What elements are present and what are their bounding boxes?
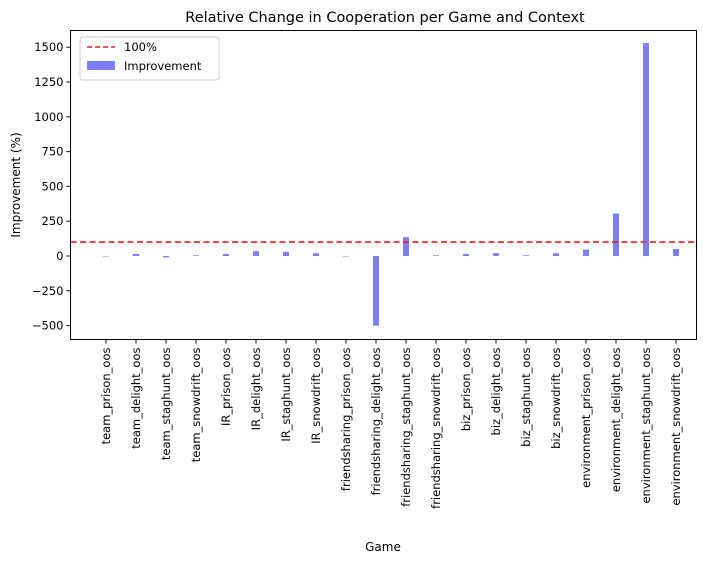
y-tick-label: 1250 <box>34 75 63 89</box>
y-tick-label: 1500 <box>34 40 63 54</box>
x-tick-label-biz_snowdrift_oos: biz_snowdrift_oos <box>549 348 563 449</box>
x-tick-label-team_delight_oos: team_delight_oos <box>129 347 143 448</box>
x-tick-label-team_prison_oos: team_prison_oos <box>99 347 113 444</box>
bar-biz_snowdrift_oos <box>553 253 559 256</box>
bar-biz_staghunt_oos <box>523 255 529 256</box>
x-axis-title: Game <box>365 540 401 554</box>
bar-IR_prison_oos <box>223 253 229 256</box>
bar-IR_delight_oos <box>253 251 259 256</box>
bar-friendsharing_delight_oos <box>373 255 379 326</box>
plot-frame <box>70 30 697 340</box>
bar-environment_staghunt_oos <box>643 43 649 256</box>
bar-environment_snowdrift_oos <box>673 249 679 256</box>
x-tick-label-environment_snowdrift_oos: environment_snowdrift_oos <box>669 347 683 505</box>
x-tick-label-environment_staghunt_oos: environment_staghunt_oos <box>639 347 653 503</box>
x-tick-label-team_snowdrift_oos: team_snowdrift_oos <box>189 347 203 462</box>
bars-layer <box>103 43 679 326</box>
y-tick-label: −250 <box>32 284 64 298</box>
bar-team_delight_oos <box>133 253 139 256</box>
bar-environment_delight_oos <box>613 213 619 256</box>
bar-biz_delight_oos <box>493 253 499 256</box>
x-tick-label-friendsharing_prison_oos: friendsharing_prison_oos <box>339 347 353 491</box>
bar-friendsharing_staghunt_oos <box>403 237 409 256</box>
legend-swatch-improvement <box>87 61 115 70</box>
bar-friendsharing_snowdrift_oos <box>433 255 439 256</box>
x-tick-label-IR_prison_oos: IR_prison_oos <box>219 347 233 425</box>
x-tick-label-IR_delight_oos: IR_delight_oos <box>249 347 263 430</box>
x-tick-label-biz_prison_oos: biz_prison_oos <box>459 347 473 431</box>
x-tick-label-friendsharing_staghunt_oos: friendsharing_staghunt_oos <box>399 347 413 506</box>
y-axis: −500 −250 0 250 500 750 1000 1250 1500 <box>32 40 71 333</box>
bar-IR_snowdrift_oos <box>313 253 319 256</box>
x-tick-label-environment_delight_oos: environment_delight_oos <box>609 347 623 492</box>
x-tick-label-team_staghunt_oos: team_staghunt_oos <box>159 347 173 460</box>
y-tick-label: −500 <box>32 319 64 333</box>
bar-IR_staghunt_oos <box>283 251 289 256</box>
bar-team_staghunt_oos <box>163 255 169 258</box>
legend-label-improvement: Improvement <box>124 59 202 73</box>
bar-team_snowdrift_oos <box>193 255 199 256</box>
x-tick-label-IR_staghunt_oos: IR_staghunt_oos <box>279 347 293 441</box>
y-tick-label: 750 <box>42 145 64 159</box>
legend-label-reference-line: 100% <box>124 40 157 54</box>
bar-biz_prison_oos <box>463 253 469 256</box>
y-tick-label: 0 <box>56 249 63 263</box>
x-tick-label-environment_prison_oos: environment_prison_oos <box>579 347 593 487</box>
chart-title: Relative Change in Cooperation per Game … <box>185 10 585 26</box>
y-tick-label: 1000 <box>34 110 63 124</box>
y-tick-label: 500 <box>42 179 64 193</box>
bar-environment_prison_oos <box>583 249 589 256</box>
y-tick-label: 250 <box>42 214 64 228</box>
x-axis: team_prison_oos team_delight_oos team_stag… <box>99 339 683 509</box>
legend: 100% Improvement <box>79 36 220 81</box>
x-tick-label-biz_staghunt_oos: biz_staghunt_oos <box>519 348 533 447</box>
x-tick-label-friendsharing_delight_oos: friendsharing_delight_oos <box>369 347 383 495</box>
y-axis-title: Improvement (%) <box>9 132 23 237</box>
x-tick-label-friendsharing_snowdrift_oos: friendsharing_snowdrift_oos <box>429 347 443 508</box>
x-tick-label-biz_delight_oos: biz_delight_oos <box>489 348 503 436</box>
x-tick-label-IR_snowdrift_oos: IR_snowdrift_oos <box>309 347 323 443</box>
